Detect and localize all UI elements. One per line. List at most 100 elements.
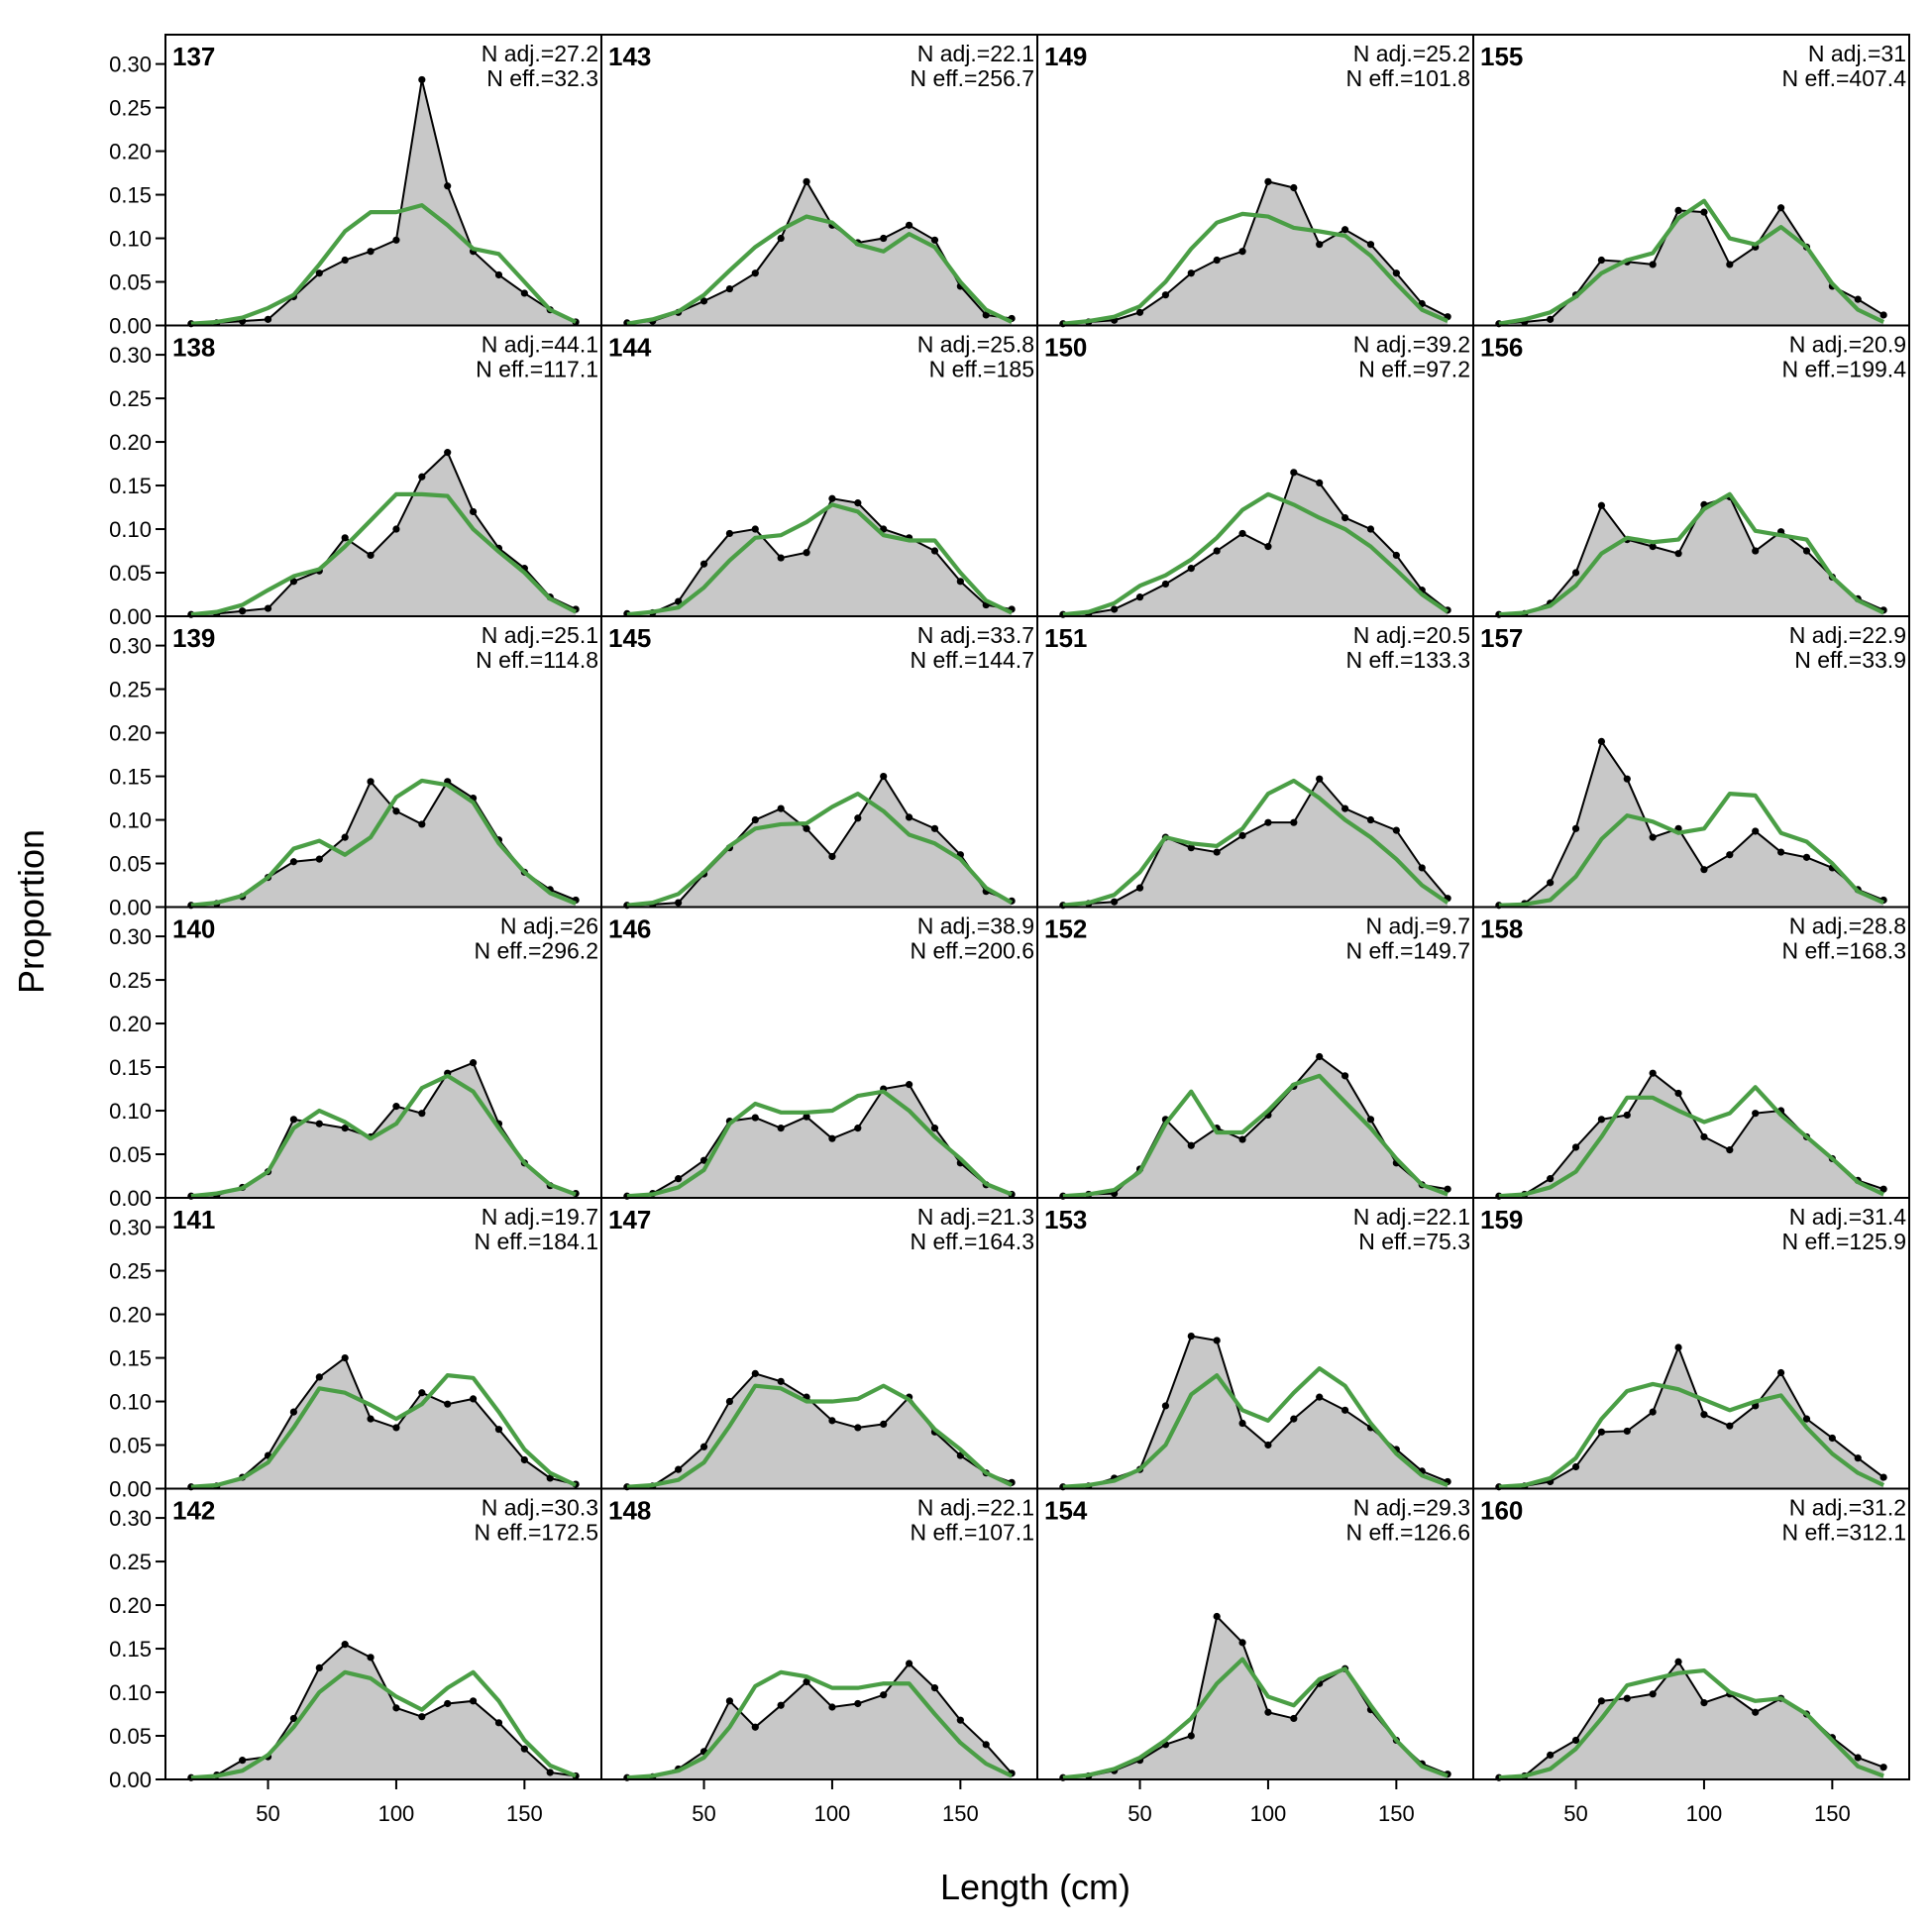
observed-point — [1879, 1185, 1887, 1193]
observed-point — [675, 1465, 683, 1473]
observed-point — [1674, 550, 1682, 558]
n-adj-label: N adj.=27.2 — [482, 41, 598, 66]
observed-point — [1879, 1473, 1887, 1481]
observed-point — [1341, 805, 1349, 812]
expected-line — [190, 1669, 577, 1780]
expected-line — [1062, 1073, 1449, 1199]
observed-point — [751, 525, 759, 533]
observed-point — [1366, 525, 1375, 533]
observed-point — [341, 256, 349, 265]
panel-150: 150 N adj.=39.2N eff.=97.2 — [1036, 324, 1474, 618]
observed-point — [1111, 898, 1119, 906]
y-tick-label: 0.15 — [109, 183, 152, 208]
observed-area — [626, 1373, 1013, 1489]
n-eff-label: N eff.=33.9 — [1794, 647, 1906, 673]
panel-label: 146 — [608, 914, 651, 944]
n-adj-label: N adj.=31.2 — [1789, 1495, 1906, 1521]
panel-label: 138 — [172, 333, 215, 363]
observed-point — [905, 221, 913, 229]
observed-point — [1187, 1332, 1195, 1341]
observed-point — [1392, 269, 1400, 277]
n-adj-label: N adj.=38.9 — [917, 913, 1034, 939]
panel-label: 144 — [608, 333, 652, 363]
y-tick-label: 0.30 — [109, 924, 152, 949]
observed-point — [444, 1400, 452, 1408]
panel-158: 158 N adj.=28.8N eff.=168.3 — [1472, 906, 1910, 1200]
observed-point — [1366, 815, 1375, 824]
observed-point — [264, 315, 272, 323]
observed-point — [546, 1474, 554, 1482]
observed-point — [1547, 315, 1555, 323]
observed-point — [1571, 1143, 1580, 1151]
n-adj-label: N adj.=25.1 — [482, 622, 598, 648]
observed-point — [1392, 826, 1400, 834]
observed-point — [1802, 853, 1811, 861]
observed-point — [1700, 866, 1708, 874]
observed-point — [494, 1719, 503, 1727]
observed-point — [367, 248, 375, 256]
observed-point — [1418, 864, 1426, 872]
panel-grid: 137 N adj.=27.2N eff.=32.3 0.00 0.05 0.10 0.1… — [109, 34, 1910, 1826]
observed-point — [289, 858, 298, 866]
panel-label: 160 — [1480, 1496, 1523, 1526]
y-tick-label: 0.25 — [109, 968, 152, 993]
observed-point — [751, 815, 759, 824]
observed-point — [1597, 501, 1606, 509]
panel-label: 159 — [1480, 1205, 1523, 1234]
observed-point — [1597, 1428, 1606, 1436]
y-tick-label: 0.10 — [109, 808, 152, 833]
y-tick-label: 0.10 — [109, 227, 152, 252]
panel-138: 138 N adj.=44.1N eff.=117.1 0.00 0.05 0.10 0.… — [109, 324, 602, 629]
panel-157: 157 N adj.=22.9N eff.=33.9 — [1472, 615, 1910, 910]
observed-point — [1238, 831, 1246, 839]
observed-point — [699, 1156, 708, 1164]
observed-point — [777, 234, 785, 243]
y-tick-label: 0.20 — [109, 430, 152, 455]
observed-area — [626, 181, 1013, 326]
y-tick-label: 0.25 — [109, 1259, 152, 1284]
expected-line — [1062, 491, 1449, 617]
y-tick-label: 0.30 — [109, 53, 152, 77]
expected-line — [1498, 198, 1885, 326]
observed-point — [1213, 256, 1221, 265]
panel-label: 152 — [1044, 914, 1087, 944]
observed-point — [315, 1373, 323, 1381]
y-tick-label: 0.10 — [109, 517, 152, 542]
observed-point — [1187, 1732, 1195, 1740]
x-tick-label: 100 — [378, 1801, 415, 1826]
observed-point — [1726, 261, 1734, 268]
x-tick-label: 50 — [1563, 1801, 1587, 1826]
observed-area — [1498, 496, 1884, 616]
y-tick-label: 0.05 — [109, 561, 152, 586]
observed-point — [1571, 569, 1580, 577]
observed-area — [190, 781, 577, 908]
observed-point — [1571, 1462, 1580, 1471]
panel-151: 151 N adj.=20.5N eff.=133.3 — [1036, 615, 1474, 910]
observed-point — [1752, 547, 1760, 555]
observed-point — [1187, 1141, 1195, 1149]
panel-154: 154 N adj.=29.3N eff.=126.6 50 100 150 — [1036, 1487, 1474, 1826]
observed-point — [1674, 1658, 1682, 1665]
panel-153: 153 N adj.=22.1N eff.=75.3 — [1036, 1197, 1474, 1491]
observed-point — [905, 1081, 913, 1089]
y-tick-label: 0.15 — [109, 1637, 152, 1662]
expected-line — [1498, 491, 1885, 617]
panel-label: 149 — [1044, 42, 1087, 71]
observed-point — [725, 1397, 734, 1406]
observed-point — [341, 833, 349, 841]
y-tick-label: 0.20 — [109, 140, 152, 164]
observed-point — [1264, 543, 1272, 551]
n-adj-label: N adj.=22.9 — [1789, 622, 1906, 648]
n-eff-label: N eff.=117.1 — [476, 357, 598, 382]
observed-point — [1316, 775, 1324, 783]
x-axis-title: Length (cm) — [940, 1867, 1130, 1907]
x-tick-label: 100 — [1250, 1801, 1287, 1826]
x-tick-label: 50 — [256, 1801, 279, 1826]
panel-155: 155 N adj.=31N eff.=407.4 — [1472, 34, 1910, 328]
n-eff-label: N eff.=126.6 — [1345, 1520, 1470, 1546]
observed-point — [1597, 1697, 1606, 1705]
observed-point — [520, 1455, 528, 1464]
panel-label: 143 — [608, 42, 651, 71]
observed-point — [367, 551, 375, 560]
observed-point — [1264, 177, 1272, 185]
